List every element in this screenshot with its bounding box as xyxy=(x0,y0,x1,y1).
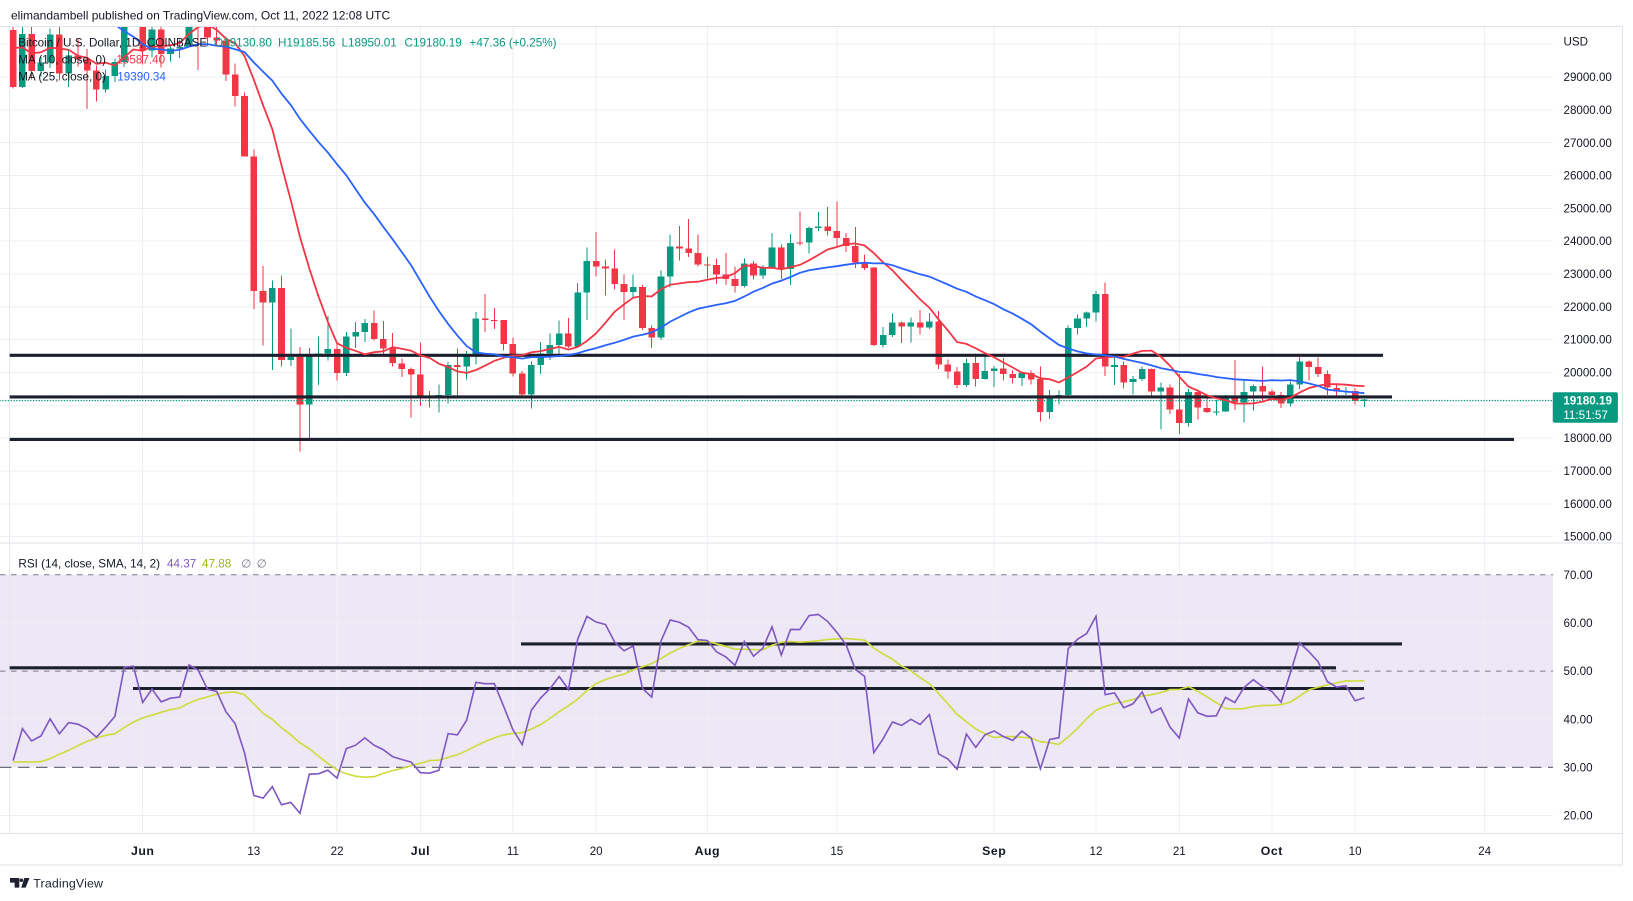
svg-text:16000.00: 16000.00 xyxy=(1564,498,1612,511)
svg-text:elimandambell published on Tra: elimandambell published on TradingView.c… xyxy=(11,8,390,22)
svg-text:Jun: Jun xyxy=(131,844,154,858)
svg-text:47.88: 47.88 xyxy=(202,558,231,571)
svg-text:21000.00: 21000.00 xyxy=(1564,334,1612,347)
svg-text:13: 13 xyxy=(247,845,260,858)
svg-text:26000.00: 26000.00 xyxy=(1564,170,1612,183)
svg-text:22000.00: 22000.00 xyxy=(1564,301,1612,314)
svg-text:MA (25, close, 0): MA (25, close, 0) xyxy=(18,71,106,84)
svg-text:H19185.56: H19185.56 xyxy=(278,36,335,49)
svg-text:17000.00: 17000.00 xyxy=(1564,465,1612,478)
svg-text:12: 12 xyxy=(1090,845,1103,858)
svg-text:60.00: 60.00 xyxy=(1564,617,1593,630)
svg-text:50.00: 50.00 xyxy=(1564,665,1593,678)
svg-text:29000.00: 29000.00 xyxy=(1564,71,1612,84)
svg-text:Aug: Aug xyxy=(695,844,720,858)
svg-text:Jul: Jul xyxy=(411,844,430,858)
svg-text:23000.00: 23000.00 xyxy=(1564,268,1612,281)
svg-text:+47.36 (+0.25%): +47.36 (+0.25%) xyxy=(470,36,557,49)
svg-text:C19180.19: C19180.19 xyxy=(405,36,462,49)
svg-text:TradingView: TradingView xyxy=(33,876,103,890)
svg-text:MA (10, close, 0): MA (10, close, 0) xyxy=(18,53,106,66)
svg-text:11:51:57: 11:51:57 xyxy=(1563,409,1608,422)
svg-text:USD: USD xyxy=(1564,36,1588,49)
svg-text:20000.00: 20000.00 xyxy=(1564,367,1612,380)
svg-text:24000.00: 24000.00 xyxy=(1564,235,1612,248)
svg-text:24: 24 xyxy=(1478,845,1491,858)
svg-text:15000.00: 15000.00 xyxy=(1564,531,1612,544)
svg-text:Sep: Sep xyxy=(982,844,1006,858)
svg-text:∅: ∅ xyxy=(241,558,251,571)
svg-text:21: 21 xyxy=(1173,845,1186,858)
svg-text:19587.40: 19587.40 xyxy=(116,53,165,66)
svg-text:27000.00: 27000.00 xyxy=(1564,137,1612,150)
svg-text:L18950.01: L18950.01 xyxy=(342,36,397,49)
svg-text:11: 11 xyxy=(507,845,519,858)
svg-text:20.00: 20.00 xyxy=(1564,810,1593,823)
svg-text:Oct: Oct xyxy=(1261,844,1283,858)
svg-text:10: 10 xyxy=(1349,845,1362,858)
svg-text:O19130.80: O19130.80 xyxy=(214,36,272,49)
svg-text:19180.19: 19180.19 xyxy=(1563,394,1612,407)
svg-text:20: 20 xyxy=(590,845,603,858)
svg-text:19390.34: 19390.34 xyxy=(117,71,166,84)
svg-text:RSI (14, close, SMA, 14, 2): RSI (14, close, SMA, 14, 2) xyxy=(18,558,160,571)
svg-text:28000.00: 28000.00 xyxy=(1564,104,1612,117)
svg-text:∅: ∅ xyxy=(257,558,267,571)
svg-text:22: 22 xyxy=(331,845,344,858)
svg-text:30.00: 30.00 xyxy=(1564,762,1593,775)
svg-text:44.37: 44.37 xyxy=(167,558,196,571)
svg-text:70.00: 70.00 xyxy=(1564,569,1593,582)
svg-text:25000.00: 25000.00 xyxy=(1564,202,1612,215)
svg-text:Bitcoin / U.S. Dollar, 1D, COI: Bitcoin / U.S. Dollar, 1D, COINBASE xyxy=(18,36,207,49)
svg-text:40.00: 40.00 xyxy=(1564,713,1593,726)
svg-text:18000.00: 18000.00 xyxy=(1564,432,1612,445)
svg-text:15: 15 xyxy=(830,845,843,858)
